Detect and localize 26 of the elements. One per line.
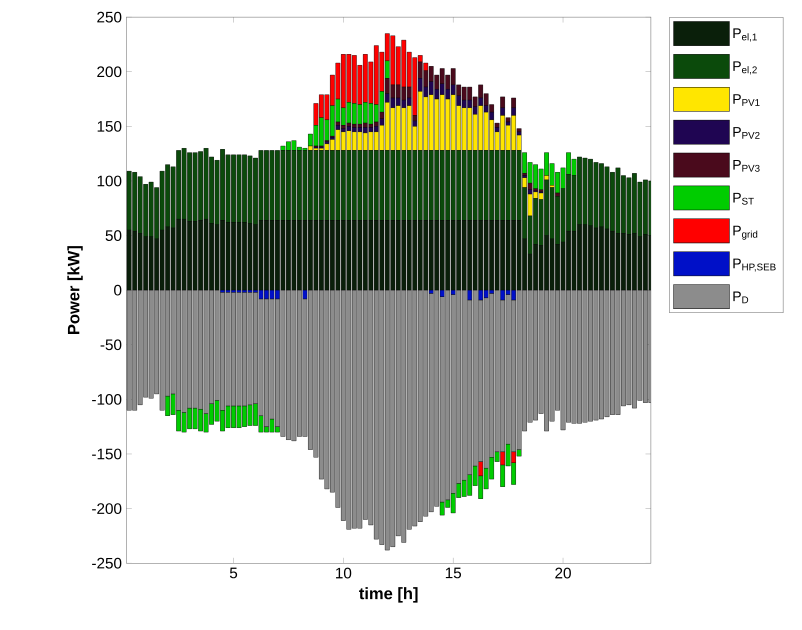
y-tick-label: -50 [100, 339, 122, 350]
y-tick-label: -200 [92, 503, 122, 514]
y-tick-label: 100 [98, 176, 122, 186]
legend-label: P$_{PV1}$ [733, 94, 760, 106]
y-tick-label: -250 [92, 558, 122, 569]
y-tick-label: 200 [97, 66, 122, 78]
x-axis-title: time [h] [359, 587, 418, 603]
y-tick-label: 250 [97, 12, 122, 23]
x-tick-label: 20 [555, 568, 571, 579]
y-tick-label: -100 [92, 394, 122, 405]
x-tick-label: 15 [446, 568, 462, 578]
y-tick-label: 0 [114, 284, 122, 296]
legend-label: P$_{D}$ [733, 292, 748, 304]
y-tick-label: 50 [106, 230, 122, 242]
legend-label: P$_{PV3}$ [733, 160, 760, 172]
y-axis-title: Power [kW] [67, 246, 83, 334]
legend-label: P$_{grid}$ [733, 226, 758, 240]
x-tick-label: 5 [230, 568, 238, 578]
legend-label: P$_{el,1}$ [733, 28, 757, 42]
legend-label: P$_{el,2}$ [733, 61, 757, 75]
y-tick-label: -150 [92, 448, 122, 460]
y-tick-label: 150 [98, 121, 122, 132]
legend-label: P$_{HP,SEB}$ [733, 258, 776, 272]
x-tick-label: 10 [336, 568, 352, 579]
legend-label: P$_{ST}$ [733, 192, 754, 205]
legend-label: P$_{PV2}$ [733, 127, 760, 139]
